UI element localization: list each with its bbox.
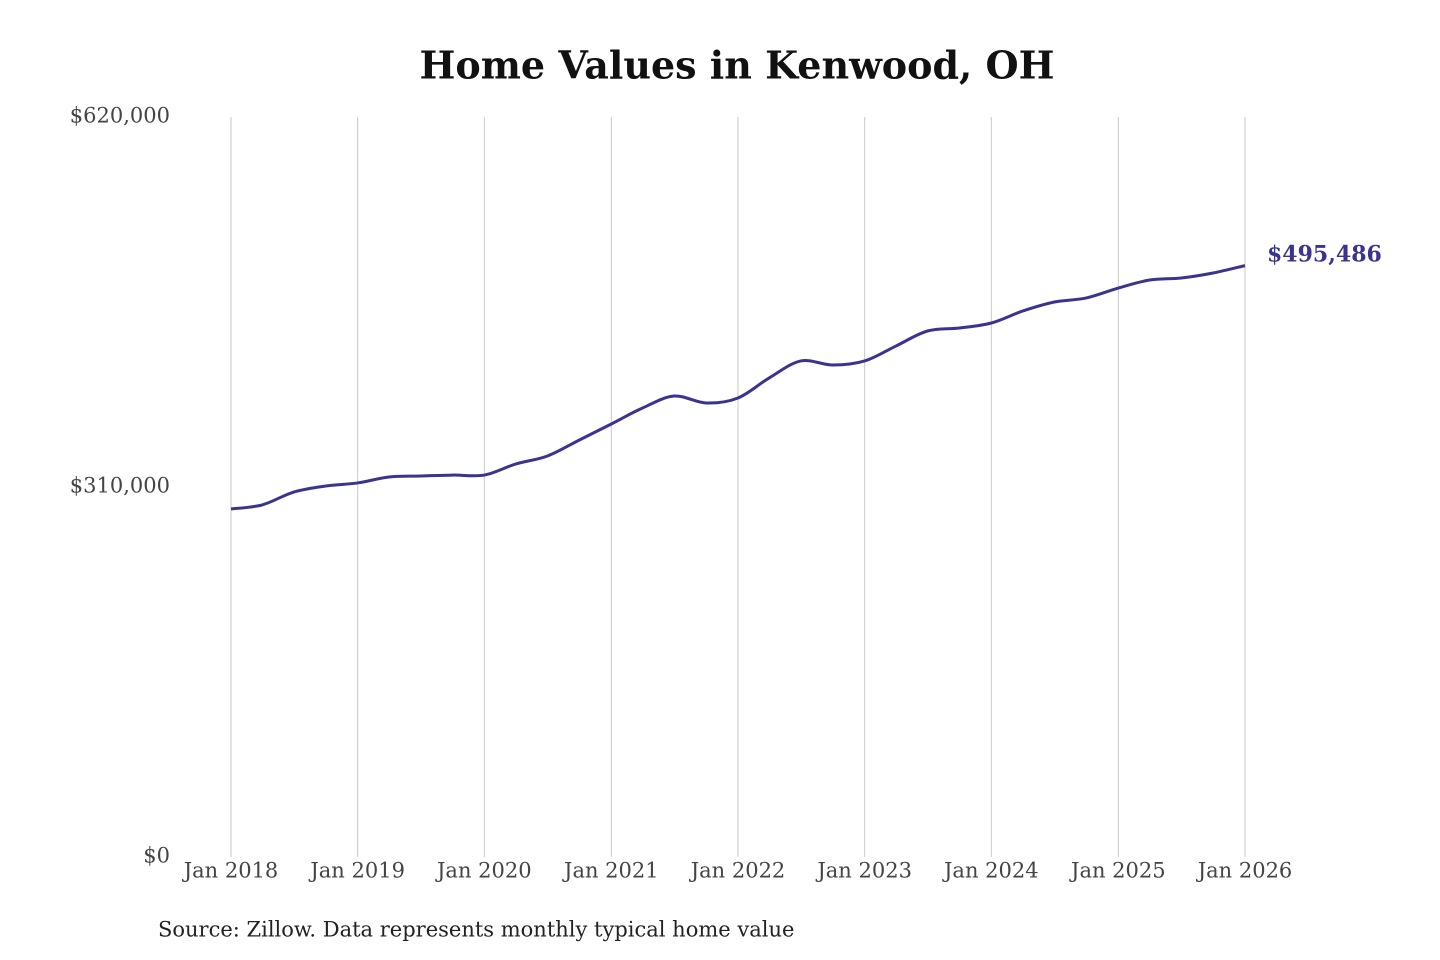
x-tick-label: Jan 2020 xyxy=(435,859,532,883)
y-tick-label: $0 xyxy=(143,844,170,868)
end-label: $495,486 xyxy=(1267,242,1382,268)
x-tick-label: Jan 2022 xyxy=(689,859,786,883)
x-tick-label: Jan 2025 xyxy=(1069,859,1166,883)
x-tick-label: Jan 2024 xyxy=(942,859,1039,883)
x-tick-label: Jan 2023 xyxy=(815,859,912,883)
x-tick-label: Jan 2018 xyxy=(182,859,279,883)
y-tick-label: $620,000 xyxy=(70,104,170,128)
source-note: Source: Zillow. Data represents monthly … xyxy=(158,918,794,942)
x-tick-label: Jan 2021 xyxy=(562,859,659,883)
line xyxy=(230,264,1246,511)
x-tick-label: Jan 2019 xyxy=(308,859,405,883)
y-tick-label: $310,000 xyxy=(70,474,170,498)
x-tick-label: Jan 2026 xyxy=(1196,859,1293,883)
chart-title: Home Values in Kenwood, OH xyxy=(419,43,1054,88)
